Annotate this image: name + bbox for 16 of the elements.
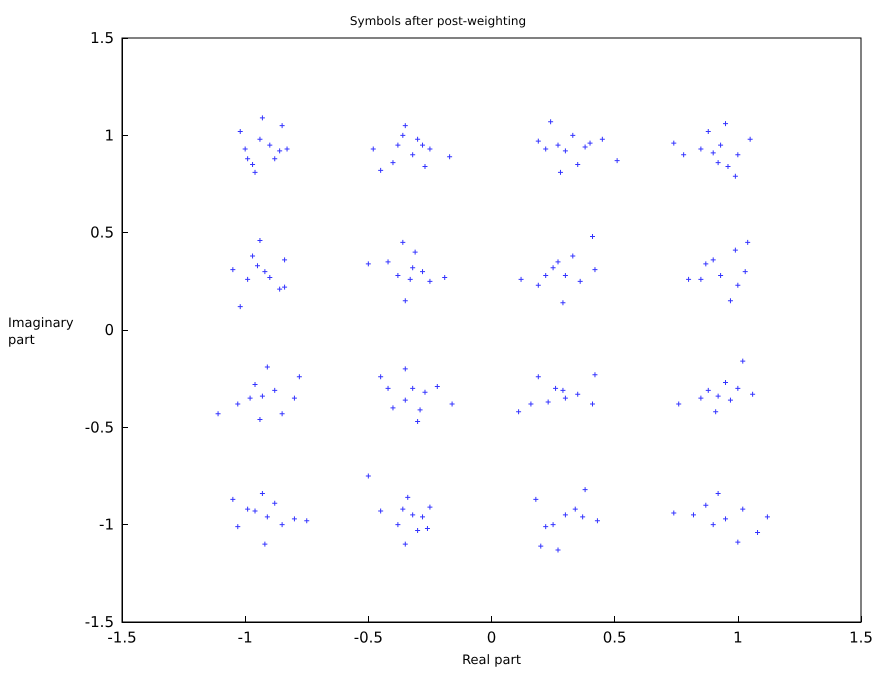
y-tick-label: 0: [104, 321, 114, 339]
x-tick-label: 0.5: [602, 628, 627, 646]
x-tick-label: 1: [733, 628, 743, 646]
x-tick-label: -1: [238, 628, 253, 646]
y-tick-label: 1.5: [90, 29, 114, 47]
x-axis-title: Real part: [462, 653, 521, 668]
x-tick-label: -0.5: [354, 628, 383, 646]
y-tick-label: 1: [104, 126, 114, 144]
y-tick-label: 0.5: [90, 224, 114, 242]
y-tick-label: -1.5: [84, 613, 114, 631]
x-tick-label: 1.5: [849, 628, 873, 646]
y-tick-label: -0.5: [84, 418, 114, 436]
chart-title: Symbols after post-weighting: [350, 14, 526, 28]
x-tick-label: 0: [486, 628, 496, 646]
y-tick-label: -1: [99, 516, 114, 534]
y-axis-title: Imaginary part: [8, 316, 78, 348]
